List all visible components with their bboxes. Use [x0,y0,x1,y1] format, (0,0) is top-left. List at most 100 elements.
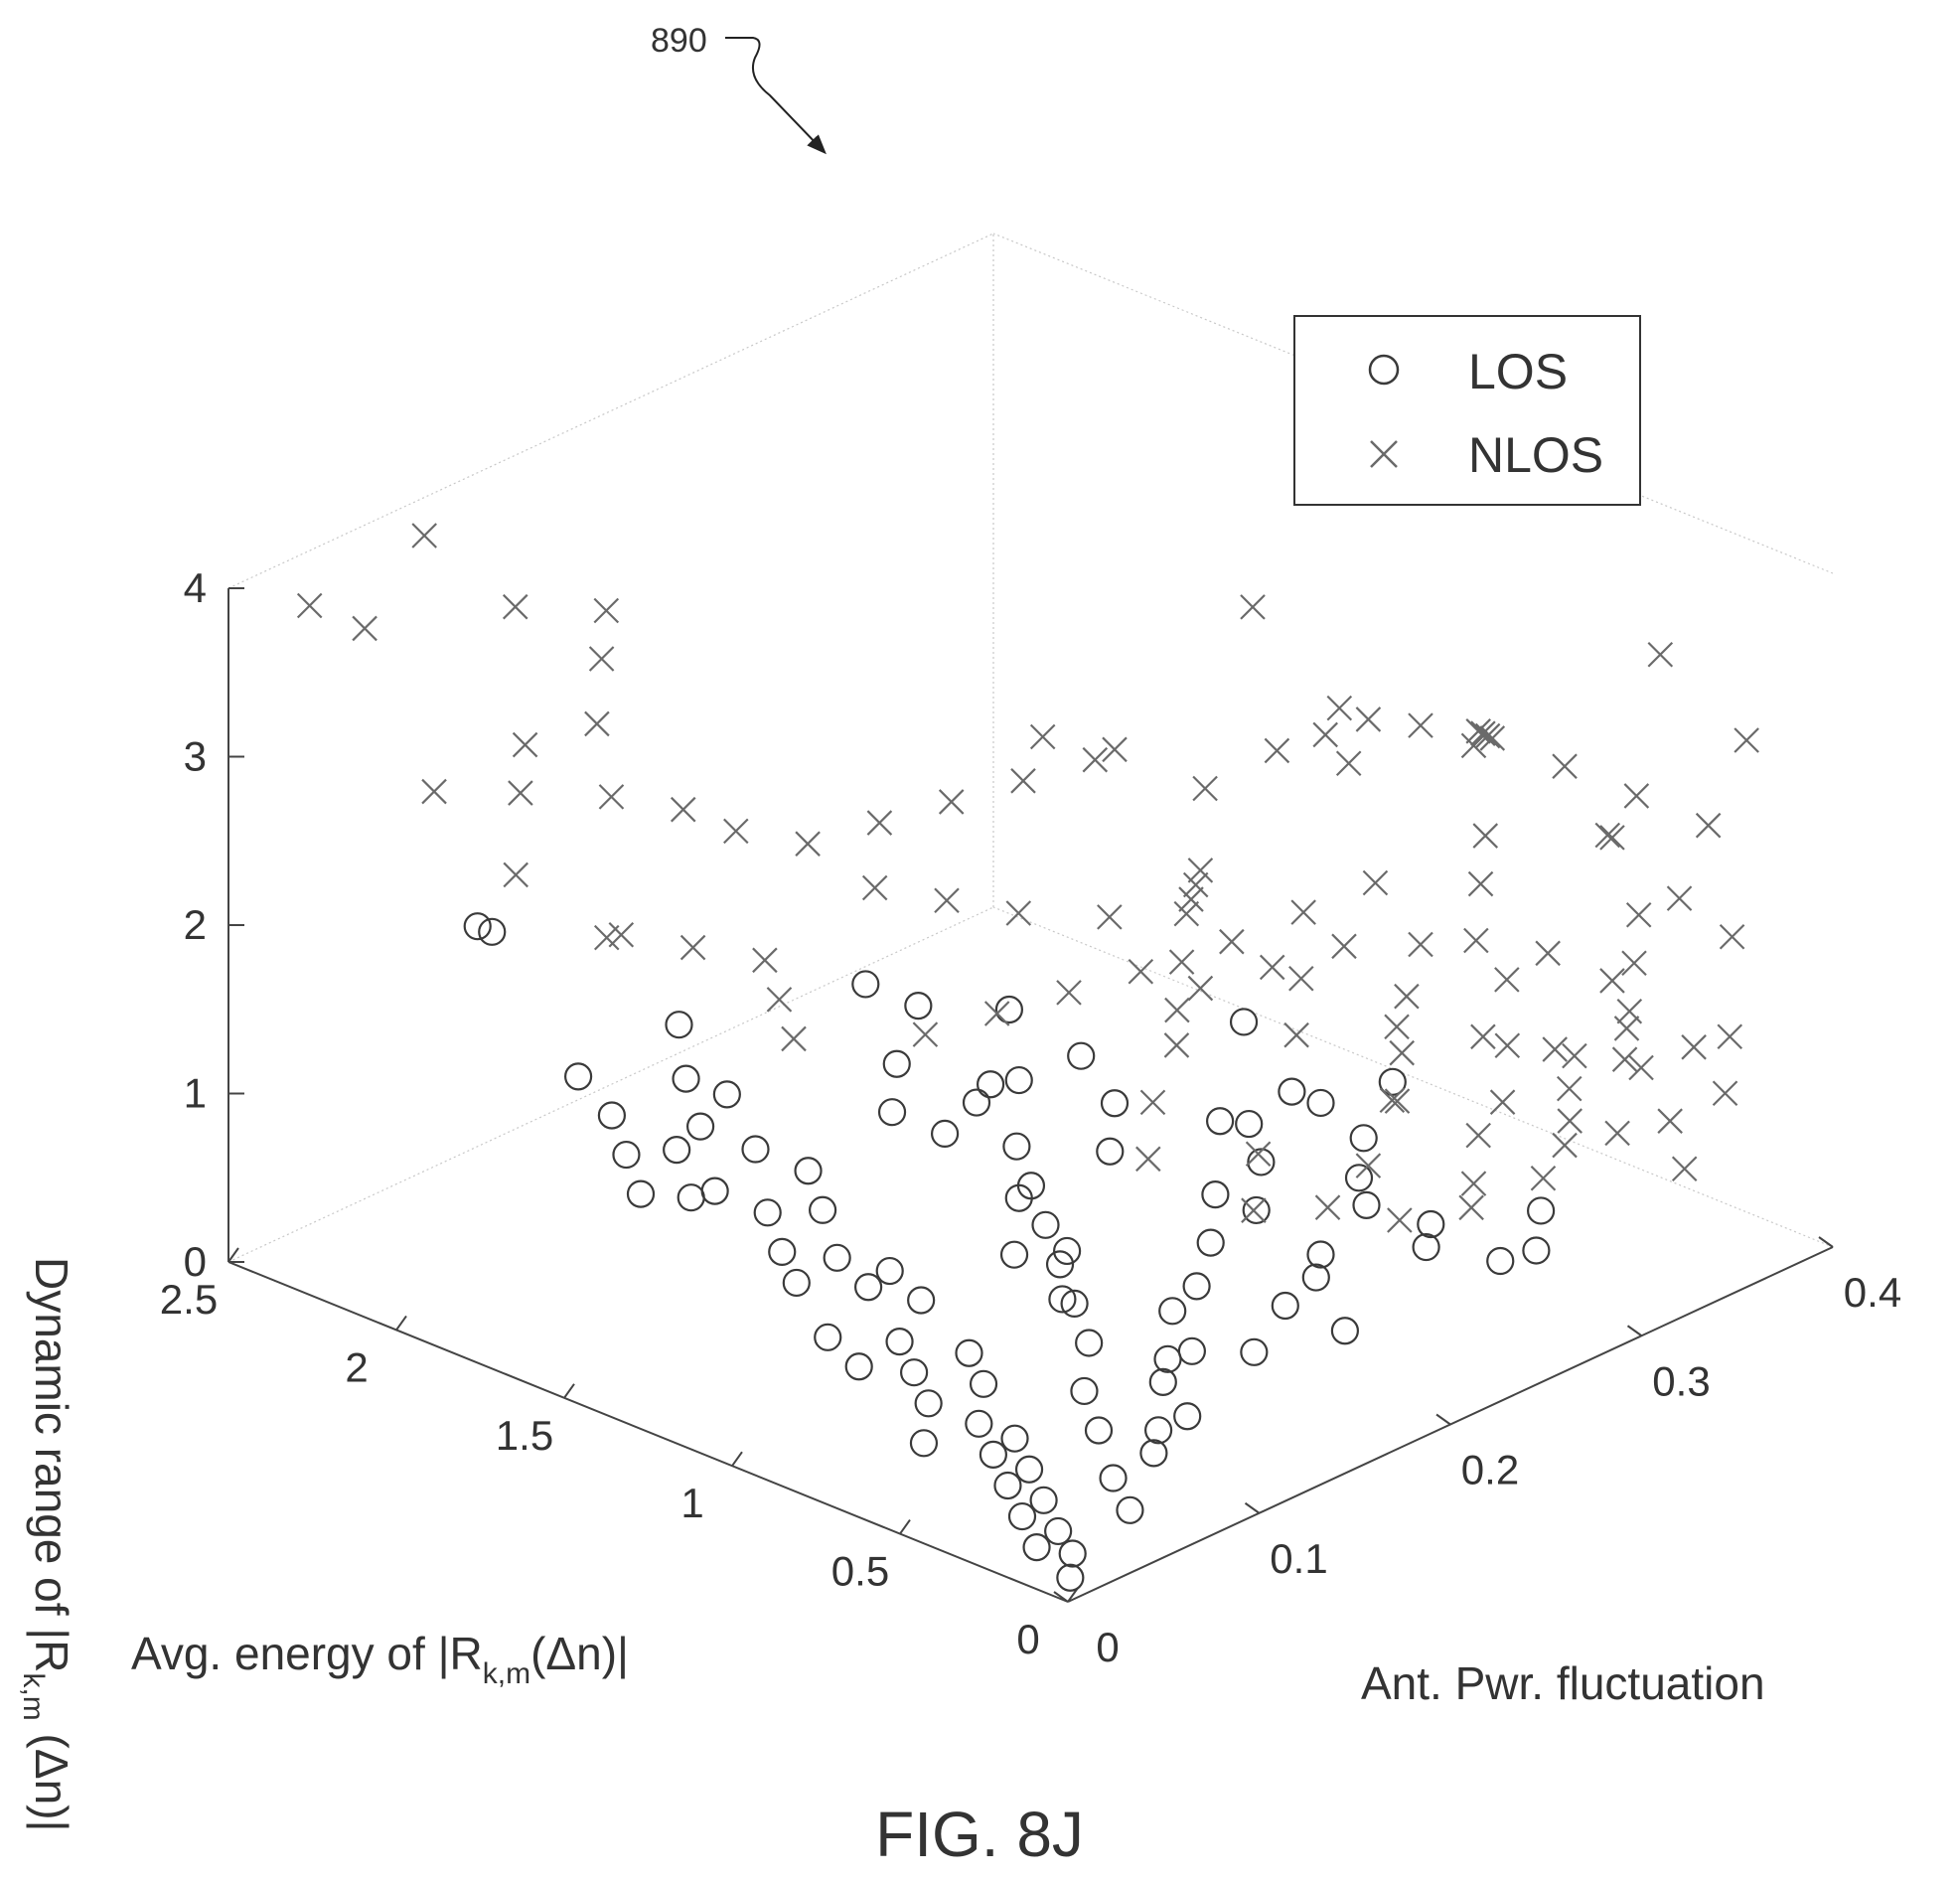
nlos-point [1408,931,1433,958]
nlos-point [598,784,625,810]
legend-box [1293,315,1641,506]
los-point [1526,1196,1556,1225]
los-point [914,1389,943,1418]
los-point [1201,1180,1230,1209]
y-tick-mark [1435,1413,1451,1426]
los-point [712,1080,741,1109]
nlos-point [1465,718,1491,744]
nlos-point [1384,1088,1411,1114]
los-point [1045,1250,1075,1279]
los-point [1182,1272,1211,1301]
nlos-point [1182,871,1209,898]
nlos-point [1458,1194,1484,1221]
nlos-point [411,523,437,549]
los-point [994,995,1024,1024]
nlos-point [1290,899,1316,925]
los-point [665,1011,693,1039]
los-point [851,970,880,999]
nlos-point [723,818,749,845]
los-point [877,1098,907,1127]
nlos-point [1312,721,1338,748]
nlos-point [1552,1132,1578,1159]
los-series [463,912,1556,1592]
x-tick-label: 2.5 [160,1276,218,1323]
nlos-point [1530,1165,1557,1191]
los-point [1044,1516,1073,1546]
z-tick-label: 4 [184,564,207,611]
nlos-point [1666,885,1693,911]
los-point [1378,1067,1407,1096]
nlos-point [1259,954,1285,981]
los-point [1070,1376,1099,1406]
nlos-point [1647,642,1674,668]
los-point [904,992,933,1020]
nlos-point [1379,1087,1406,1114]
los-point [1075,1329,1104,1357]
los-point [768,1237,797,1266]
nlos-point [1616,998,1643,1024]
nlos-point [1173,900,1200,927]
nlos-point [1097,904,1123,930]
nlos-point [752,947,778,974]
nlos-point [1331,933,1357,960]
los-point [700,1177,729,1205]
los-point [1153,1344,1182,1373]
nlos-point [1384,1014,1410,1040]
los-point [907,1286,936,1315]
nlos-point [912,1021,939,1047]
nlos-point [1168,949,1195,975]
nlos-point [795,831,821,857]
nlos-series [296,523,1759,1233]
nlos-point [1326,695,1353,721]
nlos-point [421,778,447,805]
legend-nlos-label: NLOS [1468,427,1603,483]
los-point [563,1062,593,1091]
x-tick-mark [227,1247,239,1263]
y-tick-label: 0.2 [1461,1447,1519,1493]
los-point [1271,1291,1299,1321]
los-point [478,917,507,946]
los-point [1048,1285,1077,1314]
nlos-point [588,646,615,672]
nlos-point [1621,950,1647,977]
nlos-point [1029,723,1056,750]
nlos-point [1010,768,1036,794]
nlos-point [1314,1194,1341,1220]
nlos-point [352,615,377,642]
los-point [899,1358,929,1387]
y-tick-mark [1053,1591,1069,1603]
los-point [1229,1008,1259,1036]
los-point [1143,1416,1173,1445]
y-tick-mark [1818,1236,1834,1248]
nlos-point [866,810,893,836]
nlos-point [508,780,533,806]
nlos-point [1613,1016,1640,1041]
los-point [1058,1539,1087,1568]
x-tick-label: 1.5 [496,1412,553,1459]
nlos-point [1241,1197,1267,1223]
axes [227,588,1834,1603]
los-point [782,1268,811,1298]
nlos-point [1494,967,1520,993]
legend: LOS NLOS [1293,315,1641,506]
x-tick-label: 2 [345,1343,368,1390]
nlos-point [861,874,888,901]
x-tick-label: 0.5 [831,1548,889,1595]
los-point [1306,1240,1335,1269]
nlos-point [503,862,528,888]
los-point [1000,1424,1029,1453]
los-point [909,1429,939,1458]
x-tick-mark [563,1383,575,1399]
nlos-point [1128,958,1154,985]
nlos-point [1489,1089,1516,1115]
figure-caption: FIG. 8J [875,1799,1084,1870]
nlos-point [1355,706,1382,732]
x-tick-mark [731,1451,743,1467]
los-point [1031,1210,1060,1239]
y-tick-label: 0.4 [1844,1269,1901,1316]
los-point [672,1064,700,1093]
nlos-point [781,1025,807,1052]
los-point [969,1369,998,1398]
